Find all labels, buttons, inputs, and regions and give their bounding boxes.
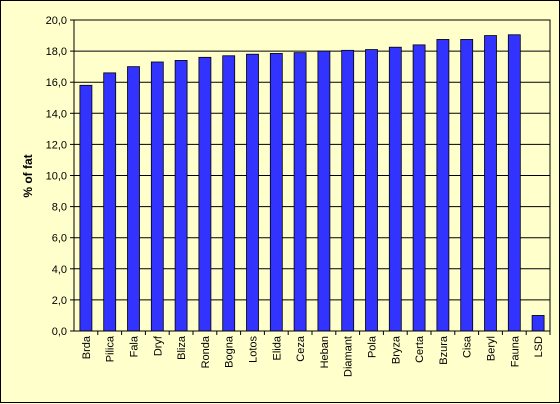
y-tick-label: 4,0	[52, 264, 67, 276]
bar	[127, 66, 140, 332]
bar	[222, 55, 236, 332]
bar	[174, 60, 188, 332]
x-tick-label: Diamant	[343, 336, 355, 377]
y-tick-label: 16,0	[46, 77, 67, 89]
bar	[531, 315, 545, 332]
x-tick-label: Fauna	[509, 335, 521, 367]
x-tick-label: Heban	[319, 336, 331, 368]
x-tick-label: Lotos	[248, 336, 260, 363]
bar	[507, 34, 521, 332]
x-tick-label: Ceza	[295, 335, 307, 362]
x-tick-labels: Brda Pilica Fala Dryf Bliza Ronda Bogna Lotos El…	[81, 335, 545, 377]
y-tick-label: 8,0	[52, 202, 67, 214]
x-tick-label: Dryf	[152, 335, 164, 356]
bar	[103, 72, 117, 332]
y-tick-label: 20,0	[46, 15, 67, 27]
y-tick-labels: 0,0 2,0 4,0 6,0 8,0 10,0 12,0 14,0 16,0 18,0 20,0	[46, 15, 67, 338]
y-tick-label: 12,0	[46, 139, 67, 151]
bar	[293, 52, 307, 332]
bar	[150, 61, 164, 332]
x-tick-label: Bryza	[390, 335, 402, 364]
bar	[365, 49, 378, 332]
x-tick-label: Fala	[129, 335, 141, 357]
y-tick-label: 14,0	[46, 108, 67, 120]
y-tick-label: 6,0	[52, 233, 67, 245]
x-tick-label: Brda	[81, 335, 93, 359]
y-tick-label: 0,0	[52, 326, 67, 338]
y-tick-label: 2,0	[52, 295, 67, 307]
bar	[341, 49, 355, 332]
bar	[269, 53, 283, 332]
x-tick-label: LSD	[533, 336, 545, 357]
bar	[388, 46, 402, 332]
bar	[317, 50, 331, 332]
bar	[484, 35, 497, 332]
y-axis-label: % of fat	[21, 154, 35, 197]
bars	[79, 34, 545, 332]
axes	[70, 19, 551, 335]
gridlines	[74, 19, 550, 301]
y-tick-label: 18,0	[46, 46, 67, 58]
bar	[412, 44, 426, 332]
x-tick-label: Bliza	[176, 335, 188, 360]
bar	[460, 39, 474, 332]
x-tick-label: Elida	[271, 335, 283, 360]
bar	[79, 84, 93, 332]
x-tick-label: Bogna	[224, 335, 236, 368]
bar	[246, 53, 259, 332]
x-tick-label: Bzura	[438, 335, 450, 365]
bar	[436, 39, 450, 332]
x-tick-label: Beryl	[486, 336, 498, 361]
x-tick-label: Cisa	[462, 335, 474, 358]
bar	[198, 56, 212, 332]
y-tick-label: 10,0	[46, 171, 67, 183]
x-tick-label: Pola	[367, 335, 379, 358]
x-tick-label: Certa	[414, 335, 426, 363]
x-tick-label: Pilica	[105, 335, 117, 362]
x-tick-label: Ronda	[200, 335, 212, 368]
